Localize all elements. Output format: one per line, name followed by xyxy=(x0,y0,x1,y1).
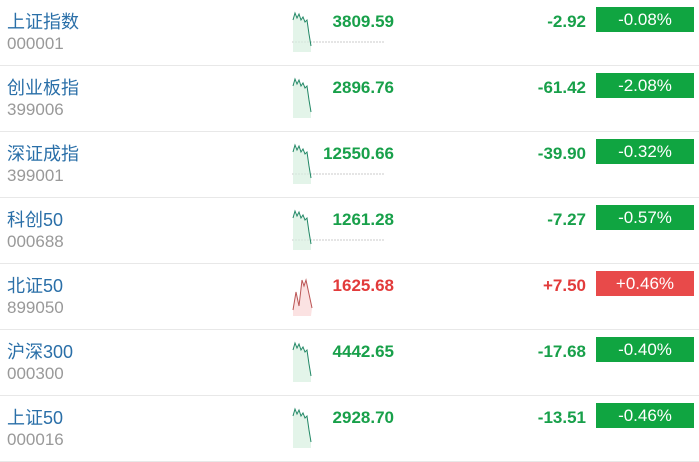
index-name[interactable]: 上证50 xyxy=(7,408,64,428)
index-change: -2.92 xyxy=(547,12,586,31)
sparkline-line xyxy=(292,11,312,47)
index-code: 000001 xyxy=(7,34,64,53)
index-change: -13.51 xyxy=(537,408,586,427)
index-change: +7.50 xyxy=(542,276,586,295)
index-name[interactable]: 沪深300 xyxy=(7,342,74,362)
sparkline-chart xyxy=(292,407,312,448)
index-row[interactable]: 沪深300 000300 4442.65 -17.68 -0.40% xyxy=(0,330,699,396)
sparkline-area xyxy=(293,409,311,448)
sparkline-chart xyxy=(292,11,385,52)
index-code: 000300 xyxy=(7,364,64,383)
sparkline-line xyxy=(292,209,312,245)
index-name[interactable]: 深证成指 xyxy=(7,144,79,164)
index-name[interactable]: 上证指数 xyxy=(7,12,79,32)
index-price: 2928.70 xyxy=(332,408,394,427)
sparkline-line xyxy=(292,341,312,377)
sparkline-line xyxy=(292,143,312,179)
sparkline-line xyxy=(292,278,313,311)
index-row[interactable]: 创业板指 399006 2896.76 -61.42 -2.08% xyxy=(0,66,699,132)
index-name[interactable]: 创业板指 xyxy=(7,78,79,98)
sparkline-chart xyxy=(292,143,385,184)
percent-change-badge: -0.57% xyxy=(596,205,694,230)
percent-change-badge: -0.46% xyxy=(596,403,694,428)
index-price: 1261.28 xyxy=(332,210,394,229)
index-code: 899050 xyxy=(7,298,64,317)
index-name[interactable]: 科创50 xyxy=(7,210,64,230)
index-row[interactable]: 上证50 000016 2928.70 -13.51 -0.46% xyxy=(0,396,699,462)
sparkline-area xyxy=(293,280,312,316)
index-row[interactable]: 深证成指 399001 12550.66 -39.90 -0.32% xyxy=(0,132,699,198)
index-price: 12550.66 xyxy=(323,144,394,163)
sparkline-line xyxy=(292,407,312,443)
index-row[interactable]: 北证50 899050 1625.68 +7.50 +0.46% xyxy=(0,264,699,330)
index-price: 1625.68 xyxy=(332,276,394,295)
sparkline-chart xyxy=(292,341,312,382)
sparkline-chart xyxy=(292,278,313,316)
index-change: -7.27 xyxy=(547,210,586,229)
sparkline-area xyxy=(293,211,311,250)
sparkline-area xyxy=(293,145,311,184)
sparkline-area xyxy=(293,79,311,118)
index-code: 399001 xyxy=(7,166,64,185)
index-code: 000016 xyxy=(7,430,64,449)
index-row[interactable]: 科创50 000688 1261.28 -7.27 -0.57% xyxy=(0,198,699,264)
sparkline-area xyxy=(293,343,311,382)
index-name[interactable]: 北证50 xyxy=(7,276,64,296)
index-code: 000688 xyxy=(7,232,64,251)
percent-change-badge: +0.46% xyxy=(596,271,694,296)
sparkline-chart xyxy=(292,77,312,118)
sparkline-line xyxy=(292,77,312,113)
sparkline-chart xyxy=(292,209,385,250)
index-code: 399006 xyxy=(7,100,64,119)
sparkline-area xyxy=(293,13,311,52)
index-price: 3809.59 xyxy=(332,12,394,31)
index-change: -39.90 xyxy=(537,144,586,163)
index-row[interactable]: 上证指数 000001 3809.59 -2.92 -0.08% xyxy=(0,0,699,66)
index-price: 4442.65 xyxy=(332,342,394,361)
index-change: -17.68 xyxy=(537,342,586,361)
percent-change-badge: -2.08% xyxy=(596,73,694,98)
percent-change-badge: -0.08% xyxy=(596,7,694,32)
index-price: 2896.76 xyxy=(332,78,394,97)
percent-change-badge: -0.32% xyxy=(596,139,694,164)
index-change: -61.42 xyxy=(537,78,586,97)
percent-change-badge: -0.40% xyxy=(596,337,694,362)
